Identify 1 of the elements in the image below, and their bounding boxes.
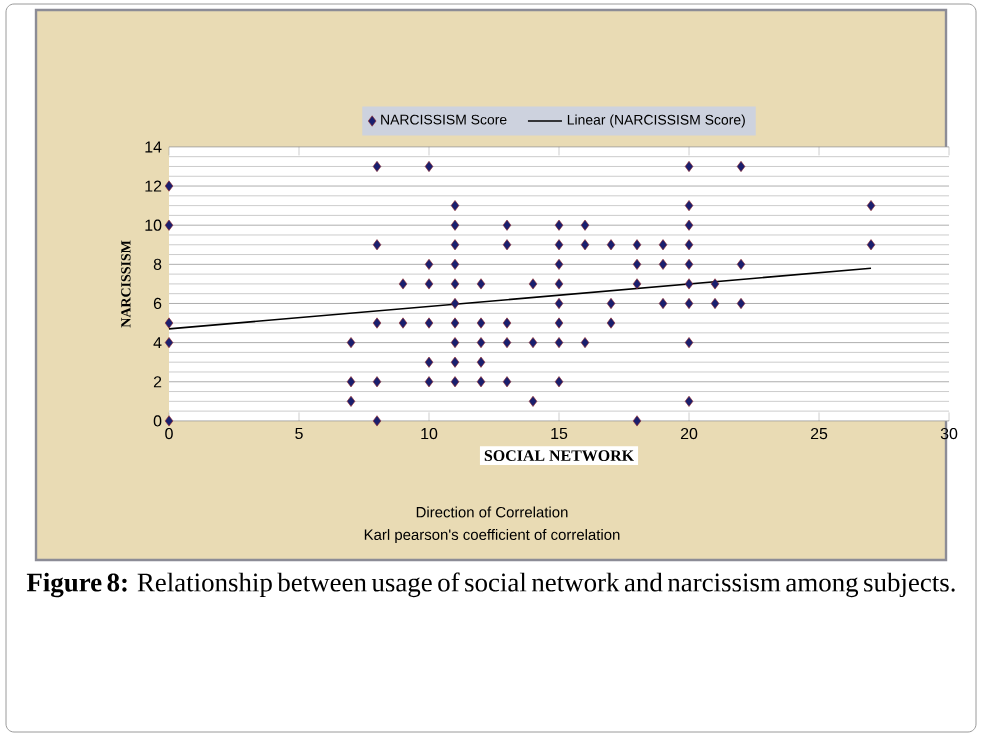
text: Figure 8: Relationship between usage of social network and narcissism among subjects. bbox=[26, 572, 955, 598]
